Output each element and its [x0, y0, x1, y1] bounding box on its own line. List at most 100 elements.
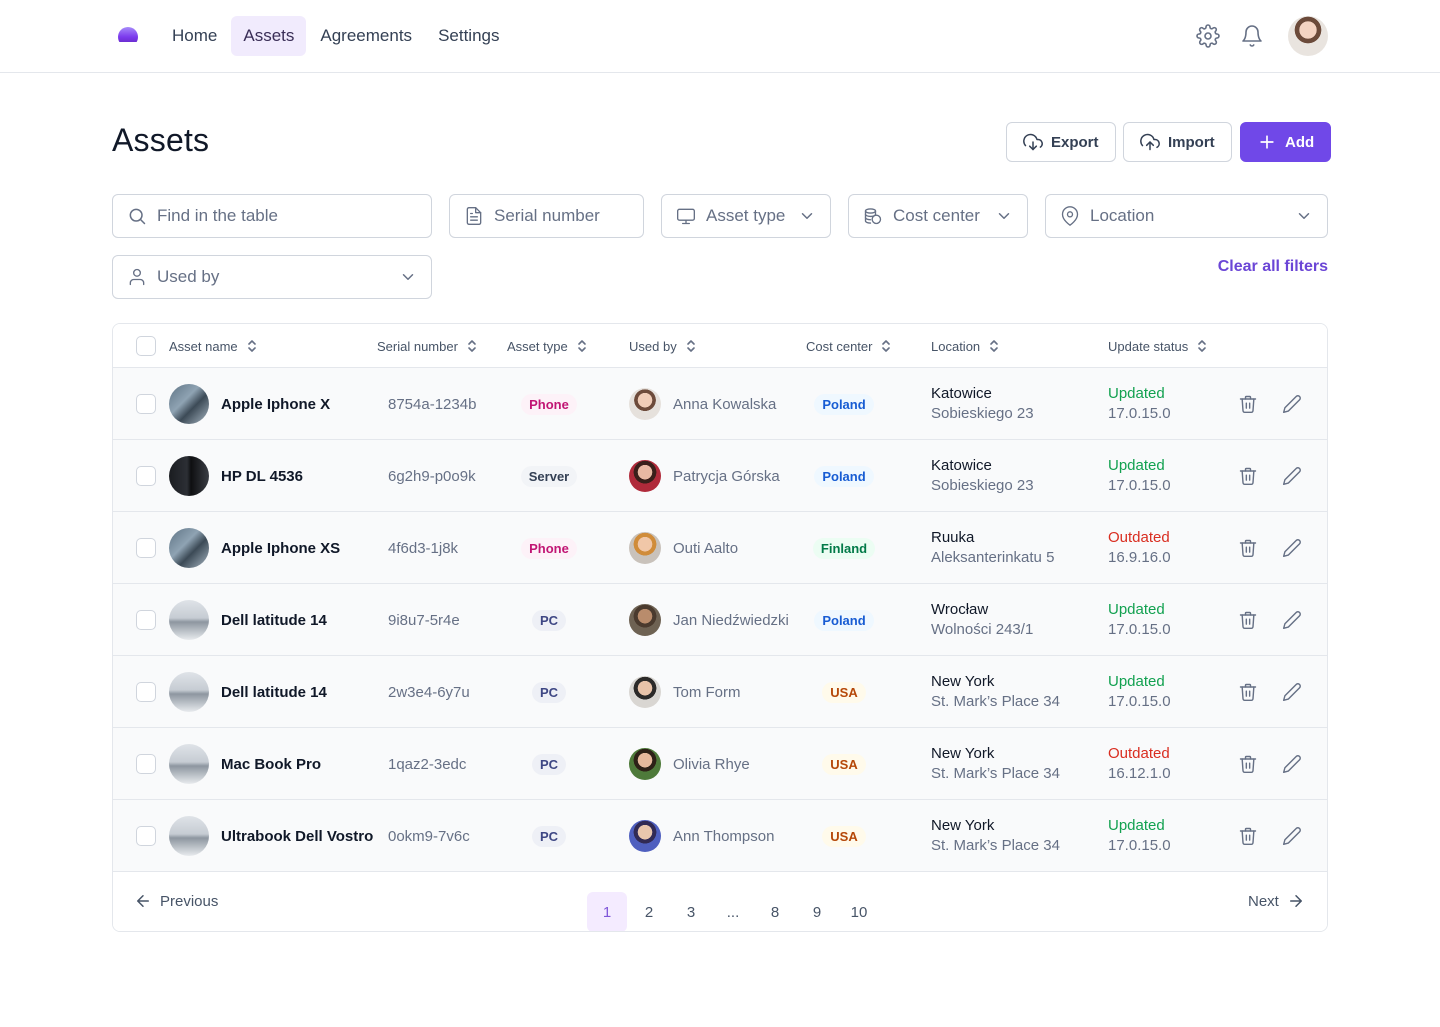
- edit-pencil-icon[interactable]: [1282, 538, 1302, 558]
- chevron-down-icon: [801, 213, 813, 219]
- row-checkbox[interactable]: [136, 826, 156, 846]
- trash-icon[interactable]: [1238, 466, 1258, 486]
- row-checkbox[interactable]: [136, 394, 156, 414]
- search-input[interactable]: Find in the table: [112, 194, 432, 238]
- asset-type-cell: PC: [494, 584, 604, 656]
- select-all-checkbox[interactable]: [136, 336, 156, 356]
- trash-icon[interactable]: [1238, 394, 1258, 414]
- page-title: Assets: [112, 122, 210, 158]
- column-asset-type[interactable]: Asset type: [507, 324, 588, 368]
- add-button[interactable]: Add: [1240, 122, 1332, 162]
- page-number-button[interactable]: 1: [587, 892, 627, 931]
- table-row[interactable]: HP DL 4536 6g2h9-p0o9k Server Patrycja Górs…: [113, 440, 1327, 512]
- cost-center-cell: Poland: [794, 368, 894, 440]
- location-street: St. Mark’s Place 34: [931, 765, 1060, 782]
- page-number-button[interactable]: 2: [644, 903, 654, 921]
- edit-pencil-icon[interactable]: [1282, 826, 1302, 846]
- asset-type-badge: Server: [520, 465, 578, 487]
- table-row[interactable]: Dell latitude 14 9i8u7-5r4e PC Jan Niedźwie…: [113, 584, 1327, 656]
- column-label: Serial number: [377, 338, 458, 354]
- asset-name-cell: Apple Iphone X: [169, 368, 330, 440]
- asset-thumbnail: [169, 672, 209, 712]
- edit-pencil-icon[interactable]: [1282, 682, 1302, 702]
- trash-icon[interactable]: [1238, 610, 1258, 630]
- page-number-button[interactable]: 9: [812, 903, 822, 921]
- clear-all-filters-link[interactable]: Clear all filters: [1217, 258, 1328, 275]
- trash-icon[interactable]: [1238, 826, 1258, 846]
- row-checkbox[interactable]: [136, 754, 156, 774]
- brand-logo[interactable]: [117, 27, 139, 48]
- trash-icon[interactable]: [1238, 682, 1258, 702]
- table-row[interactable]: Ultrabook Dell Vostro 0okm9-7v6c PC Ann Tho…: [113, 800, 1327, 872]
- row-checkbox[interactable]: [136, 538, 156, 558]
- update-status-cell: Updated 17.0.15.0: [1108, 656, 1171, 728]
- edit-pencil-icon[interactable]: [1282, 754, 1302, 774]
- trash-icon[interactable]: [1238, 538, 1258, 558]
- column-update-status[interactable]: Update status: [1108, 324, 1208, 368]
- previous-page-button[interactable]: Previous: [134, 892, 218, 910]
- used-by-select[interactable]: Used by: [112, 255, 432, 299]
- settings-icon[interactable]: [1196, 24, 1220, 48]
- update-status-cell: Outdated 16.9.16.0: [1108, 512, 1171, 584]
- cost-center-select[interactable]: Cost center: [848, 194, 1028, 238]
- version-number: 17.0.15.0: [1108, 477, 1171, 494]
- serial-cell: 4f6d3-1j8k: [388, 512, 458, 584]
- status-badge: Updated: [1108, 457, 1165, 474]
- table-row[interactable]: Apple Iphone XS 4f6d3-1j8k Phone Outi Aalto…: [113, 512, 1327, 584]
- serial-number-filter[interactable]: Serial number: [449, 194, 644, 238]
- edit-pencil-icon[interactable]: [1282, 610, 1302, 630]
- edit-pencil-icon[interactable]: [1282, 466, 1302, 486]
- arrow-right-icon: [1289, 895, 1302, 907]
- edit-pencil-icon[interactable]: [1282, 394, 1302, 414]
- bell-icon[interactable]: [1240, 24, 1264, 48]
- column-asset-name[interactable]: Asset name: [169, 324, 258, 368]
- export-button[interactable]: Export: [1006, 122, 1116, 162]
- nav-item-settings[interactable]: Settings: [438, 26, 500, 45]
- column-label: Cost center: [806, 338, 873, 354]
- location-cell: New York St. Mark’s Place 34: [931, 728, 1060, 800]
- user-avatar[interactable]: [1288, 16, 1328, 56]
- location-street: Aleksanterinkatu 5: [931, 549, 1055, 566]
- asset-name-cell: Dell latitude 14: [169, 584, 327, 656]
- update-status-cell: Updated 17.0.15.0: [1108, 584, 1171, 656]
- location-street: Wolności 243/1: [931, 621, 1034, 638]
- trash-icon[interactable]: [1238, 754, 1258, 774]
- table-row[interactable]: Apple Iphone X 8754a-1234b Phone Anna Kowal…: [113, 368, 1327, 440]
- used-by-cell: Jan Niedźwiedzki: [629, 584, 789, 656]
- nav-item-assets[interactable]: Assets: [231, 16, 307, 56]
- page-number-button[interactable]: 8: [770, 903, 780, 921]
- table-row[interactable]: Dell latitude 14 2w3e4-6y7u PC Tom Form USA N…: [113, 656, 1327, 728]
- asset-type-badge: PC: [531, 753, 567, 775]
- update-status-cell: Updated 17.0.15.0: [1108, 800, 1171, 872]
- cost-center-cell: Poland: [794, 584, 894, 656]
- row-checkbox[interactable]: [136, 610, 156, 630]
- nav-item-agreements[interactable]: Agreements: [320, 26, 413, 45]
- row-checkbox[interactable]: [136, 466, 156, 486]
- row-checkbox[interactable]: [136, 682, 156, 702]
- location-select[interactable]: Location: [1045, 194, 1328, 238]
- column-used-by[interactable]: Used by: [629, 324, 697, 368]
- serial-cell: 1qaz2-3edc: [388, 728, 466, 800]
- sort-icon: [247, 340, 256, 352]
- column-label: Location: [931, 338, 981, 354]
- asset-type-cell: Server: [494, 440, 604, 512]
- column-serial-number[interactable]: Serial number: [377, 324, 478, 368]
- import-button[interactable]: Import: [1123, 122, 1232, 162]
- cost-center-cell: Finland: [794, 512, 894, 584]
- user-icon: [129, 268, 145, 286]
- asset-name: Apple Iphone X: [221, 395, 331, 413]
- asset-type-select[interactable]: Asset type: [661, 194, 831, 238]
- page-number-button[interactable]: 10: [850, 903, 868, 921]
- asset-type-cell: PC: [494, 800, 604, 872]
- serial-cell: 2w3e4-6y7u: [388, 656, 470, 728]
- asset-type-cell: PC: [494, 728, 604, 800]
- location-cell: Ruuka Aleksanterinkatu 5: [931, 512, 1054, 584]
- nav-item-home[interactable]: Home: [172, 26, 218, 45]
- column-location[interactable]: Location: [931, 324, 1000, 368]
- version-number: 17.0.15.0: [1108, 405, 1171, 422]
- table-row[interactable]: Mac Book Pro 1qaz2-3edc PC Olivia Rhye USA Ne…: [113, 728, 1327, 800]
- page-number-button[interactable]: 3: [686, 903, 696, 921]
- column-cost-center[interactable]: Cost center: [806, 324, 892, 368]
- next-page-button[interactable]: Next: [1248, 892, 1305, 910]
- serial-number: 6g2h9-p0o9k: [388, 467, 476, 485]
